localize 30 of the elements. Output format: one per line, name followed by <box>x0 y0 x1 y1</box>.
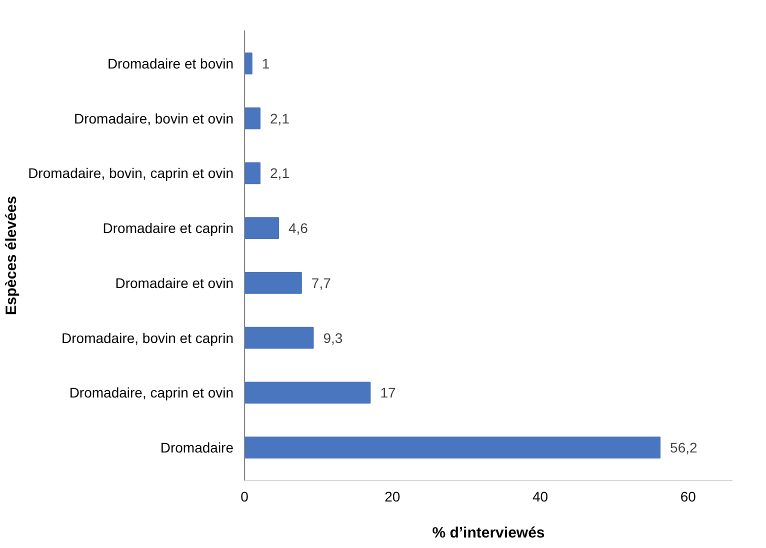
y-tick-label: Dromadaire et caprin <box>102 220 234 236</box>
data-label: 7,7 <box>311 274 332 291</box>
bar <box>244 382 371 404</box>
bar <box>244 326 314 349</box>
data-label: 1 <box>262 55 270 72</box>
data-label: 2,1 <box>270 110 290 126</box>
x-axis-title: % d’interviewés <box>432 524 545 542</box>
x-tick-label: 40 <box>532 488 548 504</box>
y-tick-label: Dromadaire, bovin et ovin <box>74 110 234 126</box>
y-tick-label: Dromadaire, bovin et caprin <box>62 330 234 346</box>
bar <box>244 272 302 294</box>
data-label: 2,1 <box>270 165 290 182</box>
bar <box>244 436 661 458</box>
x-tick-label: 60 <box>680 488 696 504</box>
y-tick-label: Dromadaire et bovin <box>107 55 234 72</box>
bar <box>244 162 261 184</box>
y-axis-title: Espèces élevées <box>3 196 20 316</box>
data-label: 17 <box>380 384 396 401</box>
y-tick-label: Dromadaire et ovin <box>115 274 234 291</box>
y-tick-label: Dromadaire, bovin, caprin et ovin <box>28 165 234 182</box>
bar <box>244 107 261 130</box>
bar <box>244 217 280 239</box>
data-label: 4,6 <box>288 220 308 236</box>
data-label: 9,3 <box>323 330 343 346</box>
y-tick-label: Dromadaire, caprin et ovin <box>69 384 234 401</box>
x-tick-label: 20 <box>384 488 400 504</box>
x-tick-label: 0 <box>240 488 249 504</box>
data-label: 56,2 <box>670 440 698 456</box>
y-tick-label: Dromadaire <box>160 440 234 456</box>
bar <box>244 52 252 74</box>
